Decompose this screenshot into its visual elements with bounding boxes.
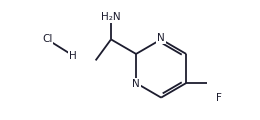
Text: H₂N: H₂N [101, 12, 121, 22]
Text: Cl: Cl [42, 34, 52, 44]
Text: N: N [157, 33, 165, 43]
Text: N: N [132, 79, 140, 89]
Text: H: H [69, 51, 77, 61]
Text: F: F [216, 93, 222, 103]
